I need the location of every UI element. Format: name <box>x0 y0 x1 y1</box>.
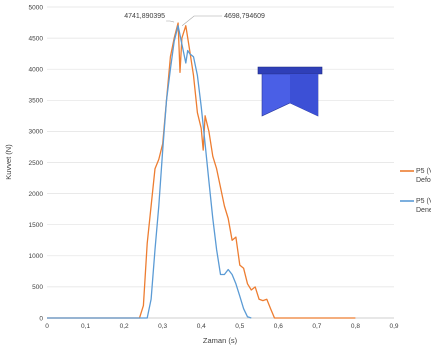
legend-label: P5 (V16 <box>416 198 431 205</box>
annotation-leader <box>166 20 175 23</box>
annotation-label: 4741,890395 <box>124 13 165 20</box>
x-tick-label: 0,5 <box>235 323 244 330</box>
x-tick-label: 0,8 <box>351 323 360 330</box>
x-tick-label: 0,7 <box>312 323 321 330</box>
legend: P5 (V16 Deform P5 (V16 Deney <box>400 168 431 214</box>
y-tick-label: 4500 <box>29 35 44 42</box>
y-tick-label: 2000 <box>29 191 44 198</box>
inset-die-shape-icon <box>257 66 323 117</box>
x-axis: 0 0,1 0,2 0,3 0,4 0,5 0,6 0,7 0,8 0,9 <box>45 323 399 330</box>
y-tick-label: 3000 <box>29 129 44 136</box>
legend-label: Deney <box>416 207 431 214</box>
x-tick-label: 0,6 <box>274 323 283 330</box>
x-tick-label: 0,4 <box>197 323 206 330</box>
x-axis-title: Zaman (s) <box>203 336 238 345</box>
y-axis-title: Kuvvet (N) <box>4 144 13 180</box>
legend-label: Deform <box>416 177 431 184</box>
x-tick-label: 0 <box>45 323 49 330</box>
y-tick-label: 4000 <box>29 67 44 74</box>
legend-label: P5 (V16 <box>416 168 431 175</box>
y-tick-label: 0 <box>39 315 43 322</box>
series-line-2 <box>47 25 252 319</box>
x-tick-label: 0,2 <box>120 323 129 330</box>
series-lines <box>47 22 356 319</box>
y-axis: 0 500 1000 1500 2000 2500 3000 3500 4000 4500 5000 <box>29 4 44 322</box>
x-tick-label: 0,1 <box>81 323 90 330</box>
annotation-leader <box>181 15 223 26</box>
y-tick-label: 1000 <box>29 253 44 260</box>
y-tick-label: 3500 <box>29 98 44 105</box>
x-tick-label: 0,3 <box>158 323 167 330</box>
annotations: 4741,890395 4698,794609 <box>124 13 265 26</box>
y-tick-label: 5000 <box>29 4 44 11</box>
y-tick-label: 500 <box>32 284 43 291</box>
y-tick-label: 2500 <box>29 160 44 167</box>
annotation-label: 4698,794609 <box>224 13 265 20</box>
grid-lines <box>47 6 394 319</box>
x-tick-label: 0,9 <box>389 323 398 330</box>
y-tick-label: 1500 <box>29 222 44 229</box>
